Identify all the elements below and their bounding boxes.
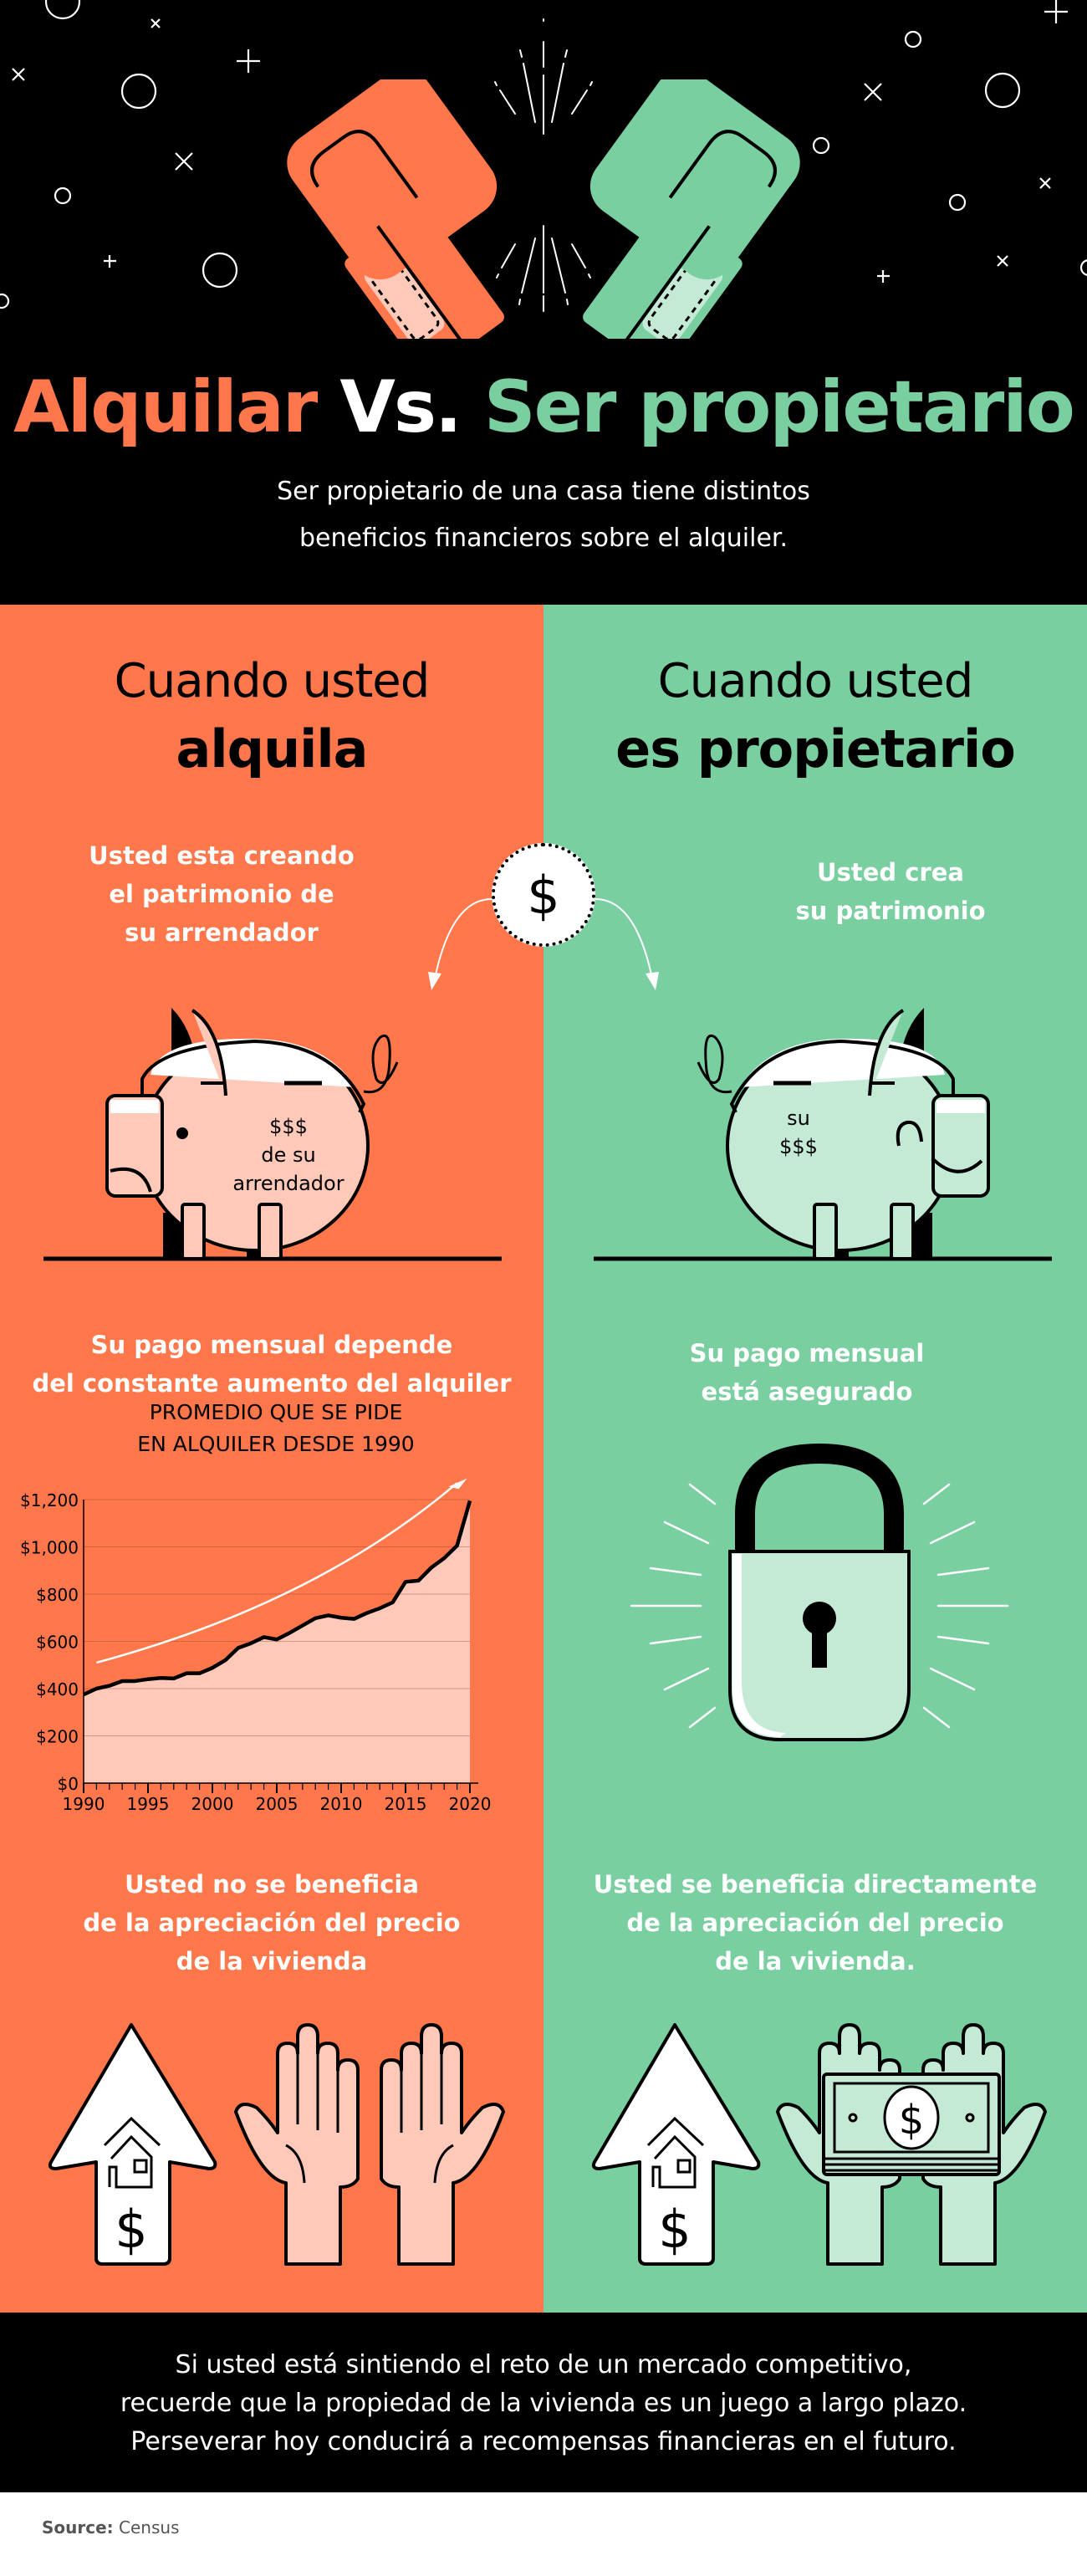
svg-text:$: $ xyxy=(899,2097,925,2144)
source-citation: Source: Census xyxy=(42,2517,180,2538)
page-title: Alquilar Vs. Ser propietario xyxy=(0,361,1087,453)
source-label: Source: xyxy=(42,2517,114,2538)
text-line: de su arrendador xyxy=(232,1143,344,1195)
text-line: Usted no se beneficia xyxy=(125,1870,419,1899)
title-vs: Vs. xyxy=(339,365,462,449)
text-line: de la vivienda xyxy=(176,1947,368,1975)
text-line: del constante aumento del alquiler xyxy=(32,1369,512,1398)
own-payment-text: Su pago mensual está asegurado xyxy=(594,1334,1020,1411)
dollar-coin-icon: $ xyxy=(492,843,595,947)
x-tick-label: 2000 xyxy=(191,1794,234,1814)
text-line: Su pago mensual xyxy=(689,1339,925,1367)
chart-line xyxy=(83,1500,472,1697)
trend-arrow-head xyxy=(448,1478,467,1490)
text-line: $$$ xyxy=(779,1135,818,1158)
rent-piggy-bank-icon xyxy=(43,1008,502,1261)
text-line: de la vivienda. xyxy=(715,1947,916,1975)
coin-symbol: $ xyxy=(527,864,560,926)
own-equity-text: Usted crea su patrimonio xyxy=(736,853,1045,930)
rent-pig-label: $$$ de su arrendador xyxy=(205,1112,372,1198)
text-line: su patrimonio xyxy=(795,897,986,925)
svg-text:$: $ xyxy=(658,2199,691,2260)
title-own: Ser propietario xyxy=(483,365,1075,449)
text-line: de la apreciación del precio xyxy=(626,1909,1004,1937)
rent-heading: Cuando usted alquila xyxy=(0,648,544,784)
title-rent: Alquilar xyxy=(13,365,318,449)
footer-section xyxy=(0,2313,1087,2492)
rent-column xyxy=(0,605,544,2313)
boxing-glove-green-icon xyxy=(583,79,800,339)
rent-heading-bold: alquila xyxy=(176,718,369,779)
y-tick-label: $0 xyxy=(58,1774,79,1794)
text-line: EN ALQUILER DESDE 1990 xyxy=(137,1432,415,1456)
chart-area xyxy=(84,1500,470,1783)
y-tick-label: $1,200 xyxy=(20,1490,79,1510)
impact-burst-icon xyxy=(494,18,593,312)
text-line: su xyxy=(787,1107,810,1130)
closing-message: Si usted está sintiendo el reto de un me… xyxy=(0,2346,1087,2461)
x-tick-label: 1995 xyxy=(127,1794,170,1814)
own-appreciation-text: Usted se beneficia directamente de la ap… xyxy=(560,1865,1070,1981)
text-line: Usted se beneficia directamente xyxy=(593,1870,1038,1899)
text-line: de la apreciación del precio xyxy=(83,1909,461,1937)
text-line: Su pago mensual depende xyxy=(90,1331,453,1359)
house-value-arrow-icon: $ xyxy=(48,2023,217,2266)
y-tick-label: $200 xyxy=(36,1727,79,1747)
text-line: PROMEDIO QUE SE PIDE xyxy=(149,1400,403,1424)
x-tick-label: 2005 xyxy=(256,1794,299,1814)
own-pig-label: su $$$ xyxy=(715,1104,882,1161)
x-tick-label: 1990 xyxy=(63,1794,105,1814)
text-line: Usted esta creando xyxy=(89,841,355,870)
rent-appreciation-text: Usted no se beneficia de la apreciación … xyxy=(17,1865,527,1981)
y-tick-label: $1,000 xyxy=(20,1538,79,1558)
decorative-stars-icon xyxy=(0,0,1087,309)
boxing-glove-orange-icon xyxy=(287,79,504,339)
text-line: Si usted está sintiendo el reto de un me… xyxy=(175,2350,912,2379)
x-tick-label: 2015 xyxy=(385,1794,427,1814)
house-value-arrow-icon: $ xyxy=(591,2023,761,2266)
trend-arrow xyxy=(96,1482,458,1664)
page-subtitle: Ser propietario de una casa tiene distin… xyxy=(0,468,1087,562)
x-tick-label: 2010 xyxy=(320,1794,363,1814)
rent-heading-light: Cuando usted xyxy=(114,654,431,708)
own-piggy-bank-icon xyxy=(594,1008,1052,1261)
subtitle-line: beneficios financieros sobre el alquiler… xyxy=(299,524,788,553)
subtitle-line: Ser propietario de una casa tiene distin… xyxy=(277,477,810,506)
empty-hands-icon xyxy=(234,2023,505,2266)
chart-title: PROMEDIO QUE SE PIDE EN ALQUILER DESDE 1… xyxy=(50,1397,502,1460)
rent-equity-text: Usted esta creando el patrimonio de su a… xyxy=(50,836,393,952)
rent-payment-text: Su pago mensual depende del constante au… xyxy=(8,1326,535,1403)
padlock-icon xyxy=(630,1443,1009,1741)
text-line: recuerde que la propiedad de la vivienda… xyxy=(120,2389,967,2418)
text-line: su arrendador xyxy=(125,918,319,947)
y-tick-label: $800 xyxy=(36,1585,79,1605)
own-heading-light: Cuando usted xyxy=(657,654,974,708)
own-heading: Cuando usted es propietario xyxy=(544,648,1087,784)
y-tick-label: $400 xyxy=(36,1679,79,1699)
coin-arrows-graphic xyxy=(428,898,659,990)
rent-line-chart: $0 $200 $400 $600 $800 $1,000 $1,200 1990 1995 20… xyxy=(20,1478,492,1814)
hands-holding-money-icon: $ xyxy=(776,2023,1047,2266)
x-tick-label: 2020 xyxy=(449,1794,492,1814)
text-line: Perseverar hoy conducirá a recompensas f… xyxy=(130,2427,957,2456)
y-tick-label: $600 xyxy=(36,1633,79,1653)
svg-text:$: $ xyxy=(115,2199,147,2260)
text-line: Usted crea xyxy=(817,858,964,887)
source-value: Census xyxy=(119,2517,180,2538)
own-heading-bold: es propietario xyxy=(615,718,1016,779)
text-line: está asegurado xyxy=(701,1377,913,1406)
text-line: $$$ xyxy=(269,1115,308,1138)
text-line: el patrimonio de xyxy=(109,880,334,908)
